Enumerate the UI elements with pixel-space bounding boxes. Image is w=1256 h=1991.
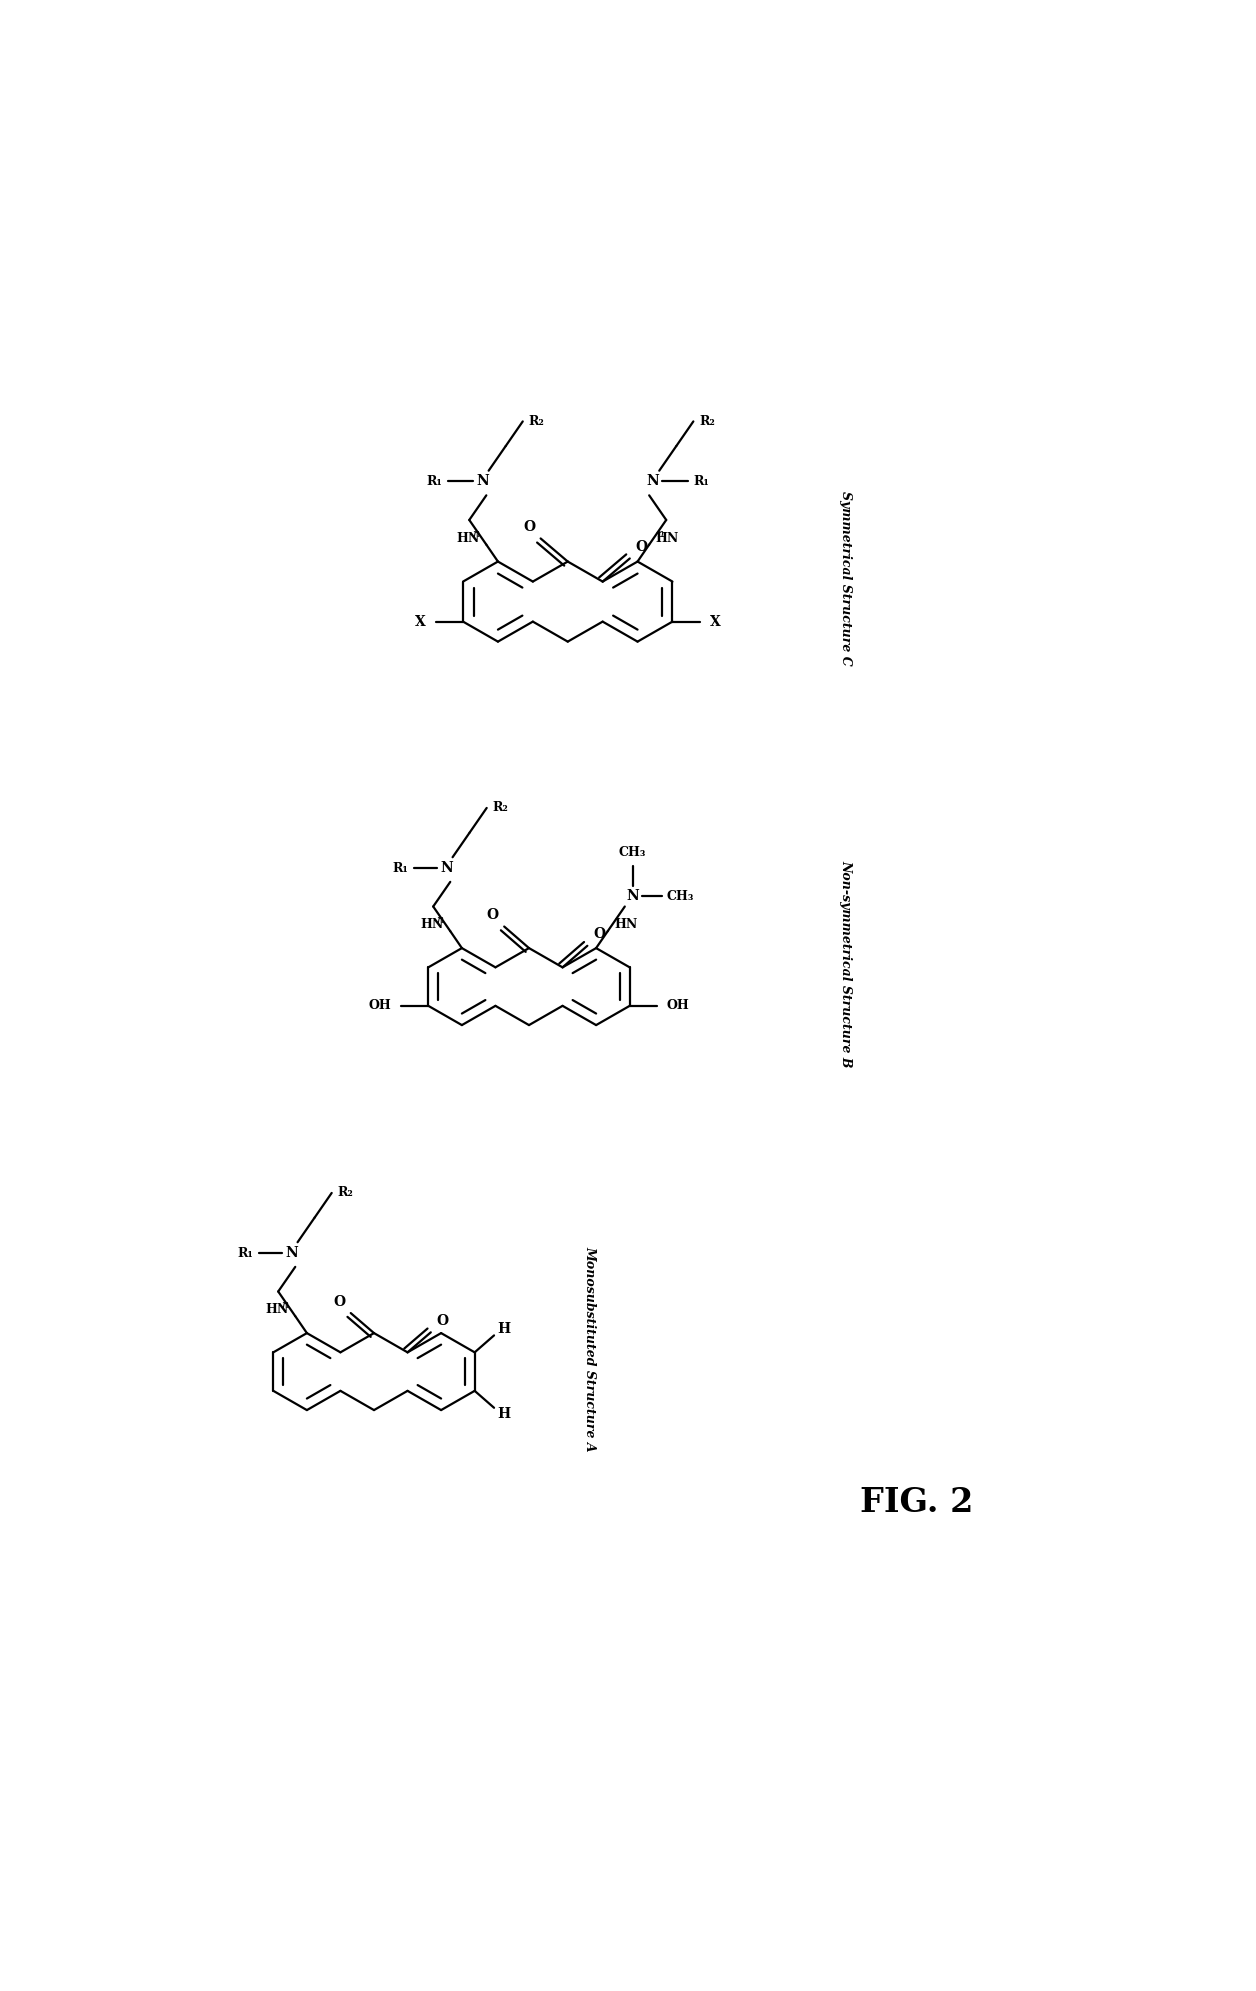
Text: CH₃: CH₃ [667,890,695,904]
Text: R₁: R₁ [427,476,442,488]
Text: N: N [476,474,489,488]
Text: O: O [436,1314,448,1328]
Text: HN: HN [421,918,445,932]
Text: HN: HN [457,532,480,546]
Text: R₁: R₁ [237,1246,252,1260]
Text: R₂: R₂ [529,414,545,428]
Text: n: n [436,916,443,926]
Text: CH₃: CH₃ [619,846,647,858]
Text: X: X [710,615,721,629]
Text: OH: OH [369,999,392,1011]
Text: O: O [636,540,647,553]
Text: OH: OH [667,999,690,1011]
Text: R₁: R₁ [693,476,710,488]
Text: O: O [486,908,499,922]
Text: O: O [593,928,605,942]
Text: HN: HN [266,1304,289,1316]
Text: R₂: R₂ [700,414,715,428]
Text: HN: HN [614,918,637,932]
Text: FIG. 2: FIG. 2 [860,1485,973,1519]
Text: HN: HN [656,532,678,546]
Text: n: n [472,530,479,540]
Text: R₁: R₁ [392,862,408,874]
Text: O: O [522,520,535,534]
Text: O: O [333,1294,345,1308]
Text: N: N [285,1246,298,1260]
Text: N: N [440,860,452,874]
Text: R₂: R₂ [492,802,509,814]
Text: R₂: R₂ [338,1187,354,1199]
Text: H: H [497,1408,511,1422]
Text: n: n [281,1300,288,1310]
Text: N: N [627,890,639,904]
Text: N: N [647,474,659,488]
Text: H: H [497,1322,511,1336]
Text: Non-symmetrical Structure B: Non-symmetrical Structure B [839,860,852,1067]
Text: X: X [414,615,426,629]
Text: Monosubstituted Structure A: Monosubstituted Structure A [583,1246,597,1451]
Text: Symmetrical Structure C: Symmetrical Structure C [839,492,852,665]
Text: n: n [657,530,663,540]
